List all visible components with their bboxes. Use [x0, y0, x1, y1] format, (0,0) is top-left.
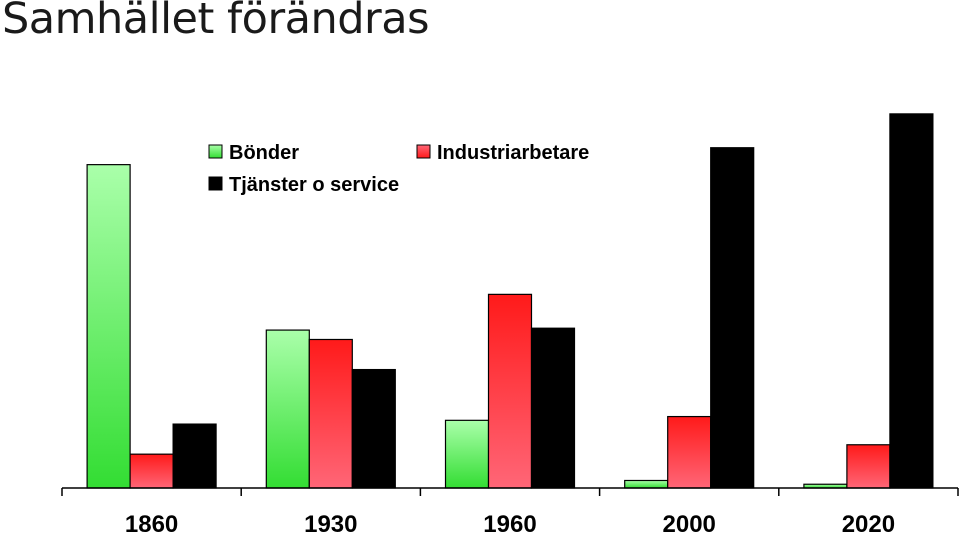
bar-industriarbetare-1960 — [487, 293, 533, 489]
bar-industriarbetare-2000 — [667, 415, 712, 489]
legend-swatch-industriarbetare — [416, 144, 431, 159]
x-axis: 1860 1930 1960 2000 2020 — [61, 487, 959, 537]
x-tick-label-1960: 1960 — [483, 511, 536, 537]
x-tick-label-1930: 1930 — [304, 511, 357, 537]
legend: Bönder Industriarbetare Tjänster o service — [208, 142, 589, 196]
bar-bonder-1960 — [444, 419, 490, 489]
legend-label-bonder: Bönder — [229, 142, 299, 164]
legend-swatch-bonder — [208, 144, 223, 159]
bar-tjanster-o-service-1860 — [172, 423, 217, 489]
x-tick-label-1860: 1860 — [125, 511, 178, 537]
legend-label-industriarbetare: Industriarbetare — [437, 142, 589, 164]
bar-tjanster-o-service-2000 — [710, 147, 755, 489]
bar-tjanster-o-service-1960 — [530, 327, 576, 489]
bar-bonder-1860 — [86, 164, 131, 489]
legend-label-tjanster-o-service: Tjänster o service — [229, 174, 399, 196]
legend-swatch-tjanster-o-service — [208, 176, 223, 191]
x-tick-label-2020: 2020 — [842, 511, 895, 537]
bar-bonder-2000 — [624, 479, 669, 489]
bars-layer — [86, 113, 934, 489]
bar-industriarbetare-1930 — [308, 338, 353, 489]
bar-tjanster-o-service-1930 — [351, 368, 396, 489]
bar-bonder-1930 — [265, 329, 310, 489]
bar-industriarbetare-1860 — [129, 453, 174, 489]
bar-industriarbetare-2020 — [846, 444, 891, 489]
page-title: Samhället förändras — [2, 0, 429, 44]
x-tick-label-2000: 2000 — [663, 511, 716, 537]
bar-tjanster-o-service-2020 — [889, 113, 934, 489]
